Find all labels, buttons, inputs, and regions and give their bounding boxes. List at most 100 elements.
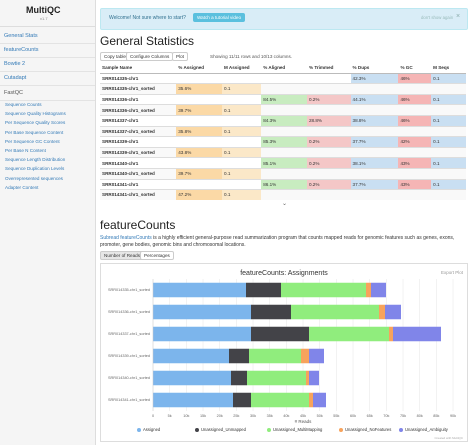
- table-cell: 84.3%: [261, 114, 307, 127]
- link[interactable]: Subread featureCounts: [100, 235, 152, 241]
- toggle-button[interactable]: Number of Reads: [100, 251, 145, 260]
- legend-marker[interactable]: [267, 428, 271, 432]
- legend-marker[interactable]: [399, 428, 403, 432]
- showing-text: Showing 11/11 rows and 10/13 columns.: [210, 54, 293, 59]
- x-tick-label: 35k: [267, 414, 273, 418]
- legend-label[interactable]: Assigned: [143, 427, 161, 432]
- bar-segment[interactable]: [153, 326, 251, 342]
- bar-segment[interactable]: [251, 392, 309, 408]
- bar-segment[interactable]: [153, 282, 246, 298]
- bar-segment[interactable]: [153, 304, 251, 320]
- toolbar-button[interactable]: Configure Columns: [126, 52, 174, 61]
- export-button[interactable]: Export Plot: [441, 270, 464, 275]
- bar-segment[interactable]: [309, 392, 313, 408]
- nav-subitem[interactable]: Per Sequence Quality Scores: [5, 120, 66, 126]
- bar-segment[interactable]: [281, 282, 366, 298]
- nav-subitem[interactable]: Per Base N Content: [5, 148, 46, 153]
- column-header[interactable]: % Assigned: [176, 63, 222, 74]
- legend-label[interactable]: Unassigned_Unmapped: [201, 427, 247, 432]
- table-cell: [350, 104, 399, 116]
- column-header[interactable]: % Trimmed: [306, 63, 351, 74]
- column-header[interactable]: % Dups: [350, 63, 399, 74]
- table-cell: [431, 189, 466, 200]
- x-tick-label: 50k: [317, 414, 323, 418]
- column-header[interactable]: % Aligned: [261, 63, 307, 74]
- nav-subitem[interactable]: Adapter Content: [5, 184, 39, 190]
- bar-segment[interactable]: [251, 326, 309, 342]
- table-cell: 46%: [398, 114, 432, 127]
- bar-segment[interactable]: [251, 304, 291, 320]
- table-cell: [176, 72, 222, 84]
- nav-subitem[interactable]: Per Sequence GC Content: [5, 138, 60, 144]
- bar-segment[interactable]: [229, 348, 249, 364]
- nav-item[interactable]: General Stats: [4, 33, 38, 39]
- table-cell: 84.5%: [261, 93, 307, 105]
- legend-marker[interactable]: [195, 428, 199, 432]
- bar-segment[interactable]: [153, 370, 231, 386]
- nav-subitem[interactable]: Per Base Sequence Content: [5, 129, 64, 135]
- legend-label[interactable]: Unassigned_MultiMapping: [273, 427, 323, 432]
- column-header[interactable]: M Assigned: [222, 63, 262, 74]
- bar-segment[interactable]: [301, 348, 309, 364]
- legend-marker[interactable]: [137, 428, 141, 432]
- table-cell: 43%: [398, 178, 432, 190]
- table-cell: 38.8%: [350, 114, 399, 127]
- table-cell: [350, 146, 399, 158]
- bar-segment[interactable]: [153, 348, 229, 364]
- table-cell: 44.1%: [350, 93, 399, 105]
- table-cell: 0.1: [222, 189, 262, 200]
- bar-segment[interactable]: [309, 370, 319, 386]
- column-header[interactable]: Sample Name: [100, 63, 177, 74]
- toolbar-button[interactable]: Plot: [172, 52, 188, 61]
- bar-segment[interactable]: [291, 304, 379, 320]
- tutorial-button[interactable]: Watch a tutorial video: [193, 13, 246, 22]
- bar-segment[interactable]: [379, 304, 385, 320]
- toggle-button[interactable]: Percentages: [140, 251, 174, 260]
- nav-item[interactable]: FastQC: [4, 90, 23, 96]
- bar-segment[interactable]: [366, 282, 371, 298]
- bar-segment[interactable]: [247, 370, 306, 386]
- nav-subitem[interactable]: Sequence Quality Histograms: [5, 111, 66, 117]
- bar-segment[interactable]: [385, 304, 401, 320]
- plot-box: featureCounts: Assignments Export Plot 0 5k…: [100, 263, 468, 442]
- nav-item[interactable]: Cutadapt: [4, 75, 27, 81]
- bar-segment[interactable]: [393, 326, 441, 342]
- table-row: SRR014337-chr1_sorted 35.8% 0.1: [100, 125, 466, 137]
- bar-segment[interactable]: [371, 282, 386, 298]
- nav-subitem[interactable]: Overrepresented sequences: [5, 175, 63, 181]
- legend-label[interactable]: Unassigned_NoFeatures: [345, 427, 391, 432]
- x-tick-label: 5k: [168, 414, 172, 418]
- table-cell: 0.1: [222, 104, 262, 116]
- bar-segment[interactable]: [309, 326, 389, 342]
- table-row: SRR014339-chr1 85.3% 0.2% 37.7% 42% 0.1: [100, 136, 466, 148]
- dismiss-link[interactable]: don't show again: [421, 15, 454, 20]
- nav-item[interactable]: Bowtie 2: [4, 61, 26, 67]
- table-cell: [261, 72, 307, 84]
- close-button[interactable]: ×: [456, 13, 461, 20]
- bar-segment[interactable]: [246, 282, 281, 298]
- bar-segment[interactable]: [233, 392, 251, 408]
- table-cell: 35.6%: [176, 83, 222, 95]
- nav-item[interactable]: featureCounts: [4, 47, 39, 53]
- logo[interactable]: MultiQC: [26, 5, 61, 15]
- expand-arrow[interactable]: ⌄: [282, 201, 288, 207]
- bar-segment[interactable]: [249, 348, 301, 364]
- column-header[interactable]: M Seqs: [431, 63, 466, 74]
- table-cell: [306, 104, 351, 116]
- bar-segment[interactable]: [389, 326, 393, 342]
- legend-label[interactable]: Unassigned_Ambiguity: [405, 427, 449, 432]
- bar-segment[interactable]: [306, 370, 309, 386]
- bar-segment[interactable]: [309, 348, 324, 364]
- nav-subitem[interactable]: Sequence Counts: [5, 102, 42, 107]
- table-cell: 0.1: [222, 83, 262, 95]
- bar-segment[interactable]: [231, 370, 247, 386]
- table-cell: 0.1: [431, 114, 466, 127]
- nav-subitem[interactable]: Sequence Duplication Levels: [5, 166, 65, 172]
- column-header[interactable]: % GC: [398, 63, 432, 74]
- legend-marker[interactable]: [339, 428, 343, 432]
- bar-segment[interactable]: [313, 392, 326, 408]
- nav-subitem[interactable]: Sequence Length Distribution: [5, 157, 66, 163]
- table-cell: [398, 167, 432, 180]
- x-axis-label: # Reads: [295, 419, 313, 424]
- bar-segment[interactable]: [153, 392, 233, 408]
